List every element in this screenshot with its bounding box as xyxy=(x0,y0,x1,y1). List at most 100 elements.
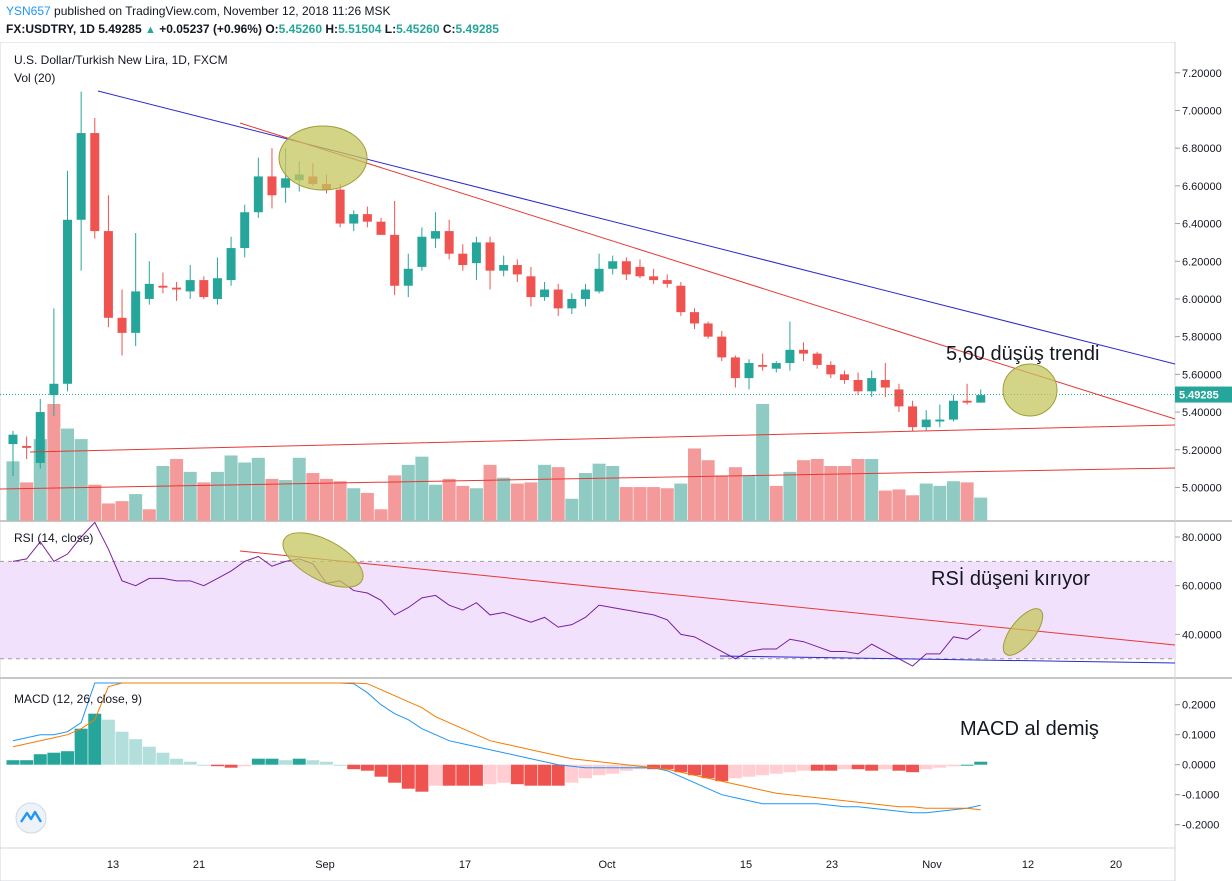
candle-body xyxy=(867,378,877,392)
candle-body xyxy=(771,363,781,369)
volume-bar xyxy=(319,478,333,521)
candle-body xyxy=(471,242,481,264)
macd-histogram-bar xyxy=(551,764,565,786)
candle-body xyxy=(553,289,563,309)
candle-body xyxy=(662,280,672,284)
price-tick-label: 6.20000 xyxy=(1182,256,1222,268)
volume-bar xyxy=(469,488,483,521)
macd-histogram-bar xyxy=(783,764,797,773)
volume-bar xyxy=(210,471,224,521)
macd-histogram-bar xyxy=(197,764,211,766)
signal-line xyxy=(12,682,981,811)
rsi-band xyxy=(0,561,1175,659)
candle-body xyxy=(853,380,863,392)
macd-histogram-bar xyxy=(388,764,402,783)
volume-bar xyxy=(238,462,252,521)
candle-body xyxy=(376,221,386,235)
highlight-ellipse-top[interactable] xyxy=(278,125,368,191)
candle-body xyxy=(444,231,454,254)
macd-histogram-bar xyxy=(129,739,143,765)
macd-tick-label: 0.2000 xyxy=(1182,700,1216,712)
volume-bar xyxy=(728,467,742,521)
macd-histogram-bar xyxy=(183,761,197,765)
drawings[interactable] xyxy=(0,90,1176,664)
macd-histogram-bar xyxy=(797,764,811,771)
macd-histogram-bar xyxy=(306,760,320,765)
time-tick-label: 20 xyxy=(1110,859,1122,871)
candle-body xyxy=(335,189,345,224)
volume-bar xyxy=(715,475,729,521)
price-tick-label: 5.80000 xyxy=(1182,332,1222,344)
price-tick-label: 5.60000 xyxy=(1182,369,1222,381)
price-tick-label: 5.40000 xyxy=(1182,407,1222,419)
price-tick-label: 6.40000 xyxy=(1182,219,1222,231)
macd-histogram-bar xyxy=(510,764,524,785)
macd-histogram-bar xyxy=(715,764,729,782)
macd-histogram-bar xyxy=(483,764,497,785)
macd-histogram-bar xyxy=(251,758,265,765)
volume-bar xyxy=(946,481,960,521)
candle-body xyxy=(512,265,522,275)
chart-canvas[interactable]: 5.49285 5.00000 5.20000 5.40000 5.60000 5.80… xyxy=(0,42,1232,881)
time-tick-label: 13 xyxy=(107,859,119,871)
macd-histogram-bar xyxy=(960,764,974,766)
candle-body xyxy=(281,178,291,188)
candle-body xyxy=(199,280,209,298)
high-value: 5.51504 xyxy=(338,22,382,36)
macd-histogram-bar xyxy=(224,764,238,768)
candle-body xyxy=(758,364,768,367)
candle-body xyxy=(921,419,931,428)
candle-body xyxy=(594,268,604,292)
price-tick-label: 6.00000 xyxy=(1182,294,1222,306)
tradingview-logo-icon[interactable] xyxy=(15,802,47,834)
macd-histogram-bar xyxy=(142,746,156,765)
macd-histogram-bar xyxy=(333,764,347,766)
candle-body xyxy=(635,266,645,277)
macd-histogram-bar xyxy=(919,764,933,770)
author-name[interactable]: YSN657 xyxy=(6,4,51,18)
volume-bar xyxy=(429,484,443,521)
volume-bar xyxy=(197,482,211,521)
high-label: H: xyxy=(325,22,339,36)
highlight-ellipse-rsi-top[interactable] xyxy=(275,522,371,599)
rsi-label: RSI (14, close) xyxy=(14,531,93,545)
symbol-line: FX:USDTRY, 1D 5.49285 ▲ +0.05237 (+0.96%… xyxy=(6,22,499,36)
macd-histogram-bar xyxy=(33,754,47,765)
candle-body xyxy=(880,380,890,388)
macd-histogram-bar xyxy=(170,758,184,765)
macd-histogram-bar xyxy=(115,731,129,765)
price-tick-label: 7.20000 xyxy=(1182,68,1222,80)
candle-body xyxy=(172,287,182,290)
time-tick-label: Oct xyxy=(598,859,615,871)
trendline-support[interactable] xyxy=(29,424,1176,453)
volume-ma-line xyxy=(0,467,1176,490)
candle-body xyxy=(349,214,359,224)
candle-body xyxy=(267,176,277,196)
volume-bar xyxy=(442,478,456,521)
volume-bar xyxy=(551,467,565,521)
volume-bar xyxy=(388,475,402,521)
volume-bar xyxy=(865,458,879,521)
candle-body xyxy=(144,283,154,299)
price-tick-label: 7.00000 xyxy=(1182,105,1222,117)
candle-body xyxy=(826,364,836,375)
macd-tick-label: 0.1000 xyxy=(1182,730,1216,742)
volume-bar xyxy=(660,488,674,521)
highlight-ellipse-price[interactable] xyxy=(1002,363,1058,417)
candle-body xyxy=(499,265,509,271)
annotation-macd[interactable]: MACD al demiş xyxy=(960,718,1099,740)
highlight-ellipse-rsi[interactable] xyxy=(996,603,1049,662)
candle-body xyxy=(948,400,958,420)
volume-bar xyxy=(279,480,293,521)
candle-body xyxy=(185,280,195,292)
trendline-blue[interactable] xyxy=(97,90,1176,365)
annotation-price[interactable]: 5,60 düşüş trendi xyxy=(946,343,1099,365)
macd-histogram-bar xyxy=(374,764,388,777)
price-tick-label: 5.20000 xyxy=(1182,445,1222,457)
rsi-trendline-support[interactable] xyxy=(719,655,1176,664)
volume-bar xyxy=(824,466,838,521)
macd-histogram-bar xyxy=(933,764,947,768)
annotation-rsi[interactable]: RSİ düşeni kırıyor xyxy=(931,567,1090,590)
macd-histogram-bar xyxy=(892,764,906,771)
volume-bar xyxy=(6,461,20,521)
